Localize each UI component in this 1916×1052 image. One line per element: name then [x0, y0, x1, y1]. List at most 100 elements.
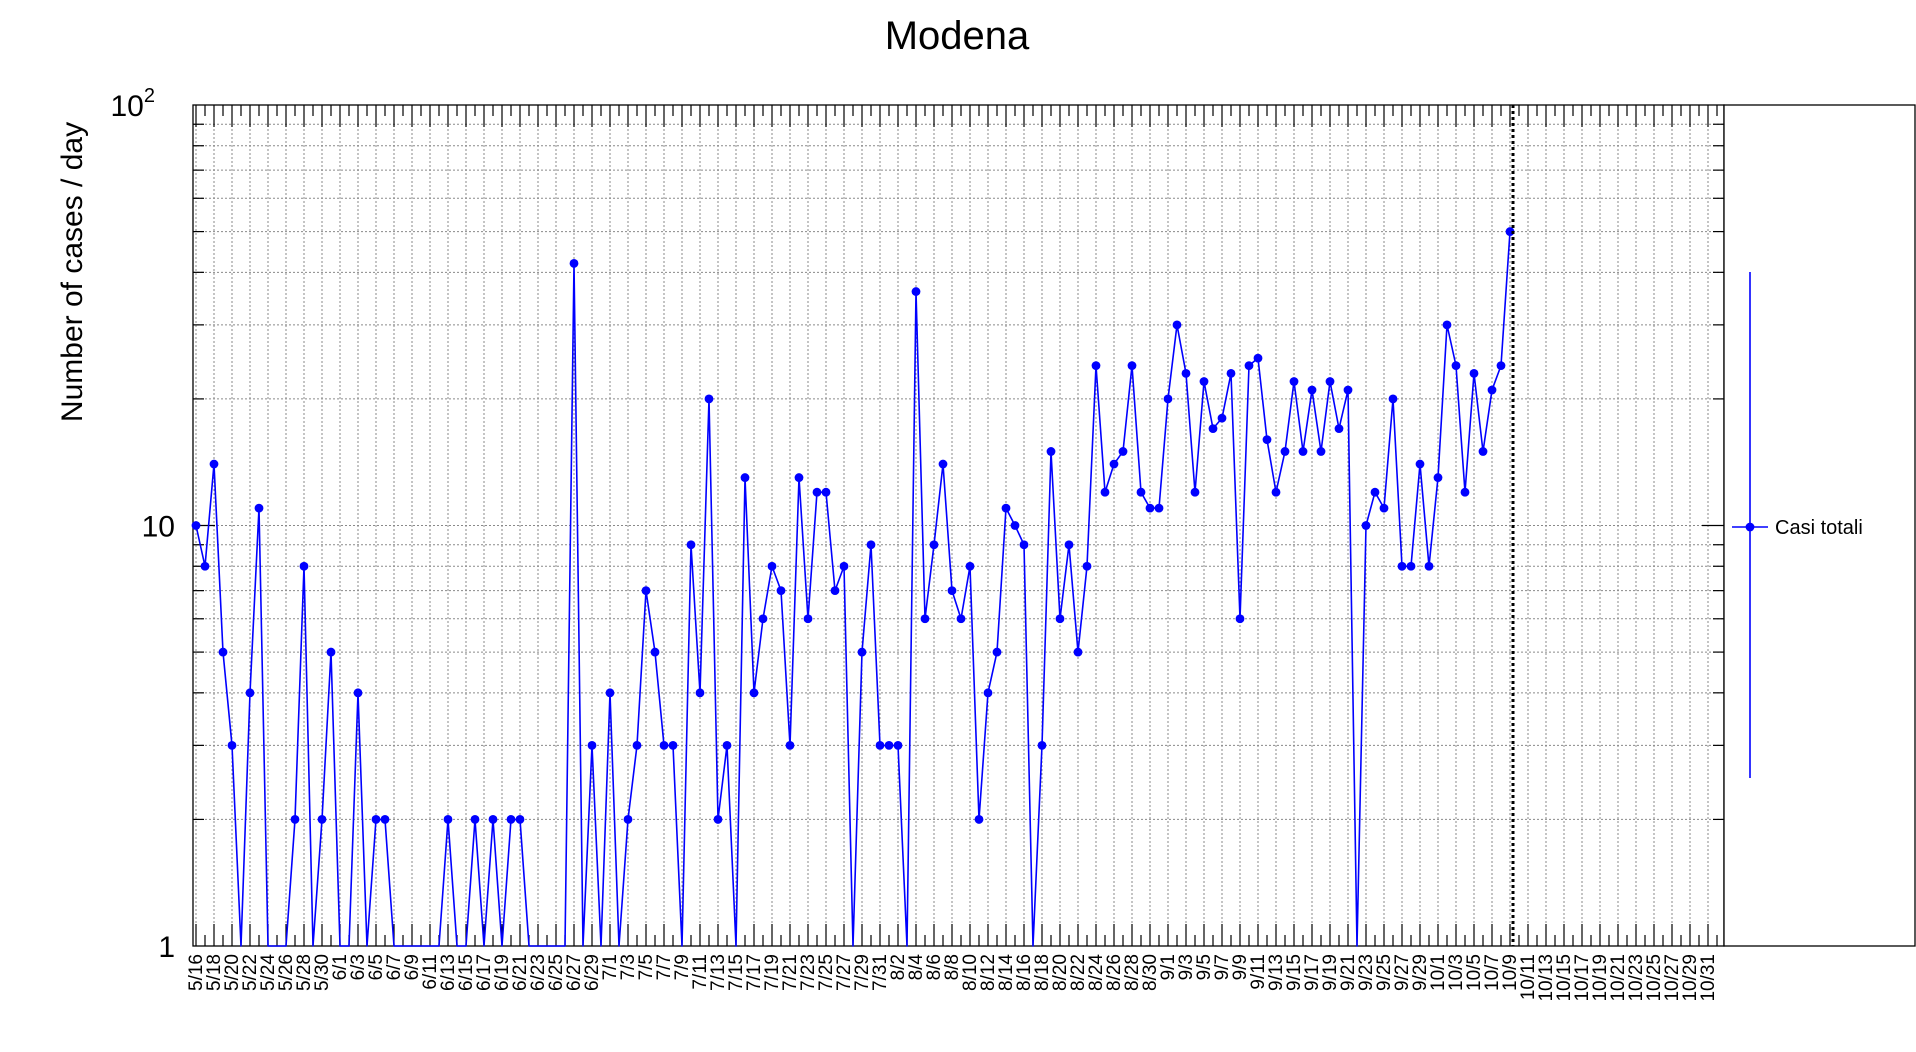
data-point [515, 815, 525, 824]
data-point [1037, 740, 1047, 750]
data-point [488, 815, 498, 824]
x-tick-label: 10/3 [1446, 954, 1467, 991]
data-point [1442, 320, 1452, 330]
data-point [1415, 459, 1425, 469]
x-tick-label: 6/27 [564, 954, 585, 991]
data-point [1235, 614, 1245, 624]
data-point [830, 586, 840, 596]
data-point [650, 647, 660, 657]
data-point [1307, 385, 1317, 395]
data-point [1127, 361, 1137, 371]
x-tick-label: 7/9 [672, 954, 693, 980]
x-tick-label: 10/23 [1626, 954, 1647, 1002]
legend-label: Casi totali [1775, 517, 1863, 539]
data-point [326, 647, 336, 657]
x-tick-label: 10/15 [1554, 954, 1575, 1002]
data-point [1190, 487, 1200, 497]
x-tick-label: 9/5 [1194, 954, 1215, 980]
data-point [1451, 361, 1461, 371]
x-tick-label: 9/19 [1320, 954, 1341, 991]
data-point [1091, 361, 1101, 371]
data-point [1064, 540, 1074, 550]
data-point [956, 614, 966, 624]
x-tick-label: 7/19 [762, 954, 783, 991]
x-tick-label: 9/15 [1284, 954, 1305, 991]
data-point [1316, 447, 1326, 456]
data-point [794, 473, 804, 482]
x-tick-label: 5/22 [240, 954, 261, 991]
data-point [857, 647, 867, 657]
data-point [353, 688, 363, 698]
data-point [1136, 487, 1146, 497]
x-tick-label: 7/13 [708, 954, 729, 991]
x-tick-label: 10/29 [1680, 954, 1701, 1002]
data-point [227, 740, 237, 750]
data-point [1073, 647, 1083, 657]
axes: 1101025/165/185/205/225/245/265/285/306/… [111, 85, 1724, 1002]
y-axis-label: Number of cases / day [56, 122, 89, 422]
data-point [1334, 424, 1344, 433]
x-tick-label: 8/12 [978, 954, 999, 991]
x-tick-label: 7/25 [816, 954, 837, 991]
data-point [893, 740, 903, 750]
x-tick-label: 9/11 [1248, 954, 1269, 990]
y-tick-label: 1 [158, 931, 175, 964]
x-tick-label: 6/13 [438, 954, 459, 991]
data-point [1478, 447, 1488, 456]
x-tick-label: 10/13 [1536, 954, 1557, 1002]
data-point [812, 487, 822, 497]
data-point [191, 521, 201, 530]
x-tick-label: 5/26 [276, 954, 297, 991]
data-point [1244, 361, 1254, 371]
data-point [1019, 540, 1029, 550]
data-point [1145, 503, 1155, 513]
data-point [875, 740, 885, 750]
data-point [1154, 503, 1164, 513]
x-tick-label: 7/11 [690, 954, 711, 990]
data-point [803, 614, 813, 624]
x-tick-label: 6/23 [528, 954, 549, 991]
data-point [1487, 385, 1497, 395]
data-point [1370, 487, 1380, 497]
data-point [1361, 521, 1371, 530]
data-point [1253, 353, 1263, 363]
data-point [713, 815, 723, 824]
data-point [758, 614, 768, 624]
data-point [1496, 361, 1506, 371]
x-tick-label: 10/19 [1590, 954, 1611, 1002]
data-point [1046, 447, 1056, 456]
x-tick-label: 5/18 [204, 954, 225, 991]
x-tick-label: 9/23 [1356, 954, 1377, 991]
data-point [641, 586, 651, 596]
data-point [443, 815, 453, 824]
data-point [722, 740, 732, 750]
series-line [195, 231, 1511, 947]
x-tick-label: 10/27 [1662, 954, 1683, 1002]
x-tick-label: 8/14 [996, 954, 1017, 991]
x-tick-label: 5/24 [258, 954, 279, 991]
x-tick-label: 7/15 [726, 954, 747, 991]
data-point [1262, 435, 1272, 445]
data-point [776, 586, 786, 596]
x-tick-label: 8/22 [1068, 954, 1089, 991]
data-point [1226, 368, 1236, 378]
y-tick-label: 10 [142, 511, 175, 544]
data-point [200, 561, 210, 571]
x-tick-label: 8/18 [1032, 954, 1053, 991]
x-tick-label: 8/20 [1050, 954, 1071, 991]
chart-title: Modena [885, 14, 1030, 58]
legend-box [1723, 104, 1916, 947]
data-point [1379, 503, 1389, 513]
data-point [947, 586, 957, 596]
x-tick-label: 8/6 [924, 954, 945, 980]
data-point [1289, 377, 1299, 386]
data-point [470, 815, 480, 824]
x-tick-label: 6/21 [510, 954, 531, 991]
data-point [1118, 447, 1128, 456]
x-tick-label: 10/7 [1482, 954, 1503, 991]
data-point [920, 614, 930, 624]
x-tick-label: 8/2 [888, 954, 909, 980]
x-tick-label: 10/17 [1572, 954, 1593, 1002]
